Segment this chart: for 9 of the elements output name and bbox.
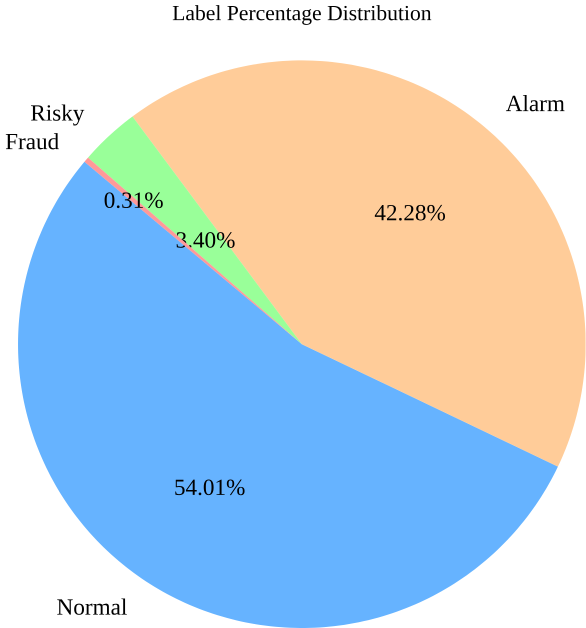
data-label: 0.31% (104, 192, 163, 208)
data-label: 42.28% (374, 204, 446, 221)
data-label: 54.01% (175, 479, 245, 496)
slice-label: Fraud (6, 133, 60, 150)
slice-label: Alarm (506, 95, 565, 112)
slice-label: Risky (31, 104, 84, 126)
data-label: 3.40% (176, 232, 235, 248)
slice-label: Normal (57, 598, 128, 615)
chart-title: Label Percentage Distribution (172, 5, 432, 25)
